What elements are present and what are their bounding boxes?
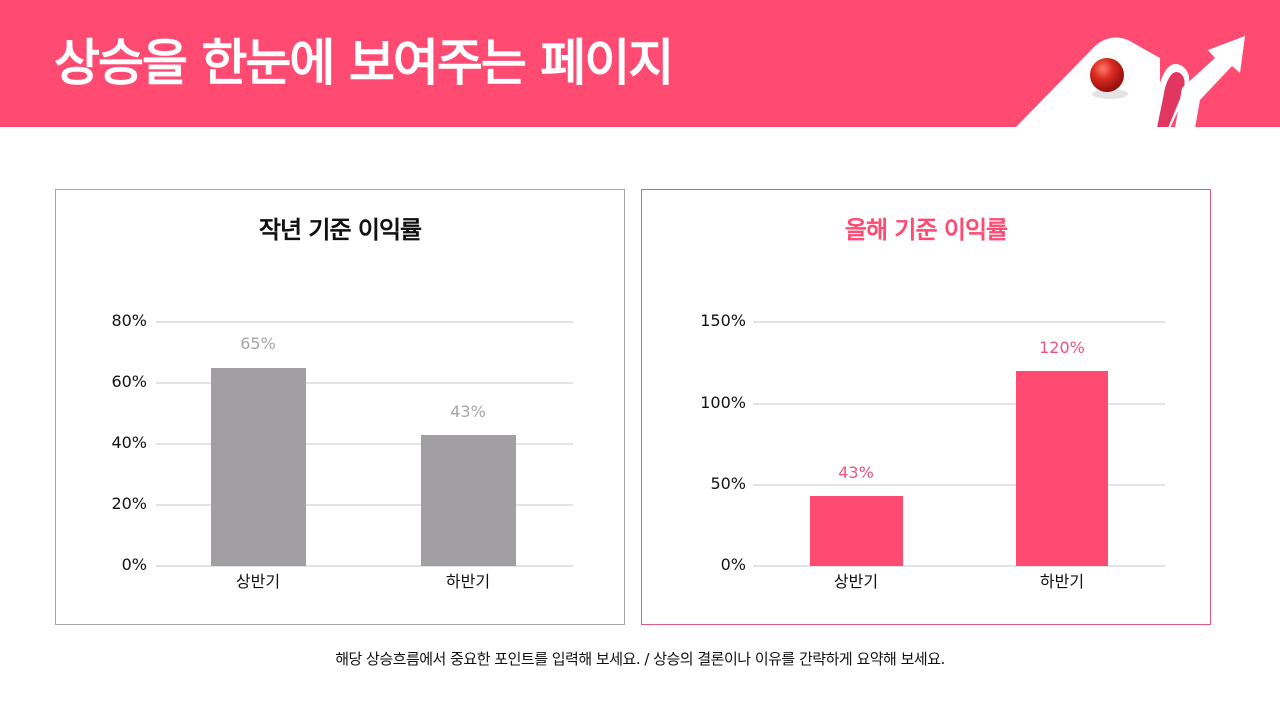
y-tick-label: 150% bbox=[700, 311, 746, 330]
page-title: 상승을 한눈에 보여주는 페이지 bbox=[54, 34, 674, 92]
x-category-label: 상반기 bbox=[833, 572, 879, 591]
gridline bbox=[156, 321, 573, 323]
this-year-bar-chart: 150% 100% 50% 0% 43% 120% 상반기 하반기 bbox=[642, 190, 1212, 626]
gridline bbox=[753, 321, 1165, 323]
bar-value-label: 43% bbox=[450, 402, 486, 421]
y-tick-label: 0% bbox=[121, 555, 147, 574]
bar-value-label: 120% bbox=[1039, 338, 1085, 357]
bar-second-half bbox=[421, 435, 516, 566]
bar-first-half bbox=[810, 496, 903, 566]
bar-value-label: 43% bbox=[838, 463, 874, 482]
bar-second-half bbox=[1016, 371, 1108, 566]
y-tick-label: 60% bbox=[111, 372, 147, 391]
rising-arrow-with-ball-icon bbox=[1015, 36, 1245, 127]
gridline bbox=[156, 443, 573, 445]
gridline bbox=[156, 504, 573, 506]
last-year-bar-chart: 80% 60% 40% 20% 0% 65% 43% 상반기 하반기 bbox=[56, 190, 626, 626]
y-tick-label: 20% bbox=[111, 494, 147, 513]
y-tick-label: 0% bbox=[720, 555, 746, 574]
this-year-profit-panel: 올해 기준 이익률 150% 100% 50% 0% 43% 120% 상반기 … bbox=[641, 189, 1211, 625]
bar-value-label: 65% bbox=[240, 334, 276, 353]
header-banner: 상승을 한눈에 보여주는 페이지 bbox=[0, 0, 1280, 127]
y-tick-label: 50% bbox=[710, 474, 746, 493]
gridline bbox=[753, 484, 1165, 486]
bar-first-half bbox=[211, 368, 306, 566]
gridline bbox=[156, 382, 573, 384]
gridline-baseline bbox=[156, 565, 573, 567]
last-year-profit-panel: 작년 기준 이익률 80% 60% 40% 20% 0% 65% 43% 상반기… bbox=[55, 189, 625, 625]
summary-note: 해당 상승흐름에서 중요한 포인트를 입력해 보세요. / 상승의 결론이나 이… bbox=[335, 650, 945, 668]
x-category-label: 하반기 bbox=[445, 572, 491, 591]
y-tick-label: 80% bbox=[111, 311, 147, 330]
x-category-label: 상반기 bbox=[235, 572, 281, 591]
panel-title: 작년 기준 이익률 bbox=[258, 216, 422, 244]
gridline-baseline bbox=[753, 565, 1165, 567]
y-tick-label: 100% bbox=[700, 393, 746, 412]
gridline bbox=[753, 403, 1165, 405]
x-category-label: 하반기 bbox=[1039, 572, 1085, 591]
panel-title: 올해 기준 이익률 bbox=[844, 216, 1008, 244]
y-tick-label: 40% bbox=[111, 433, 147, 452]
